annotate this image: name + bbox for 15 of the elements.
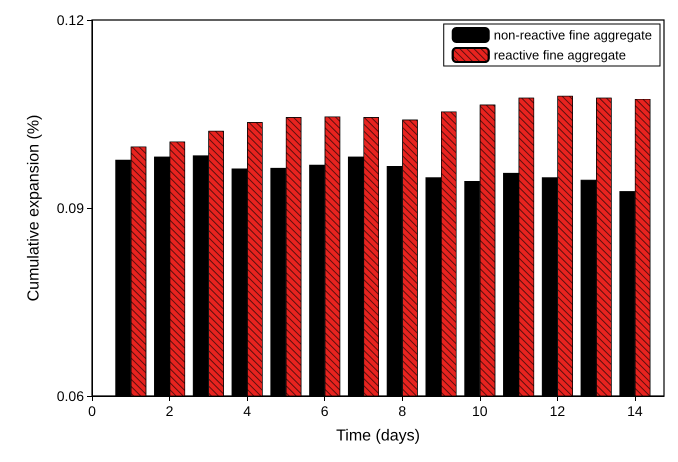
x-tick-label: 2: [166, 403, 174, 419]
x-tick-label: 0: [88, 403, 96, 419]
legend-label: reactive fine aggregate: [494, 48, 626, 62]
y-tick-label: 0.09: [56, 200, 84, 216]
legend-label: non-reactive fine aggregate: [494, 28, 652, 42]
x-axis-title: Time (days): [336, 428, 420, 444]
y-tick-label: 0.06: [56, 388, 84, 404]
x-tick-label: 4: [243, 403, 252, 419]
x-tick-label: 8: [398, 403, 406, 419]
x-tick-label: 14: [627, 403, 643, 419]
x-tick-label: 12: [550, 403, 566, 419]
y-axis-title: Cumulative expansion (%): [26, 114, 42, 302]
x-tick-label: 10: [472, 403, 488, 419]
y-tick-label: 0.12: [56, 12, 84, 28]
x-tick-label: 6: [320, 403, 329, 419]
